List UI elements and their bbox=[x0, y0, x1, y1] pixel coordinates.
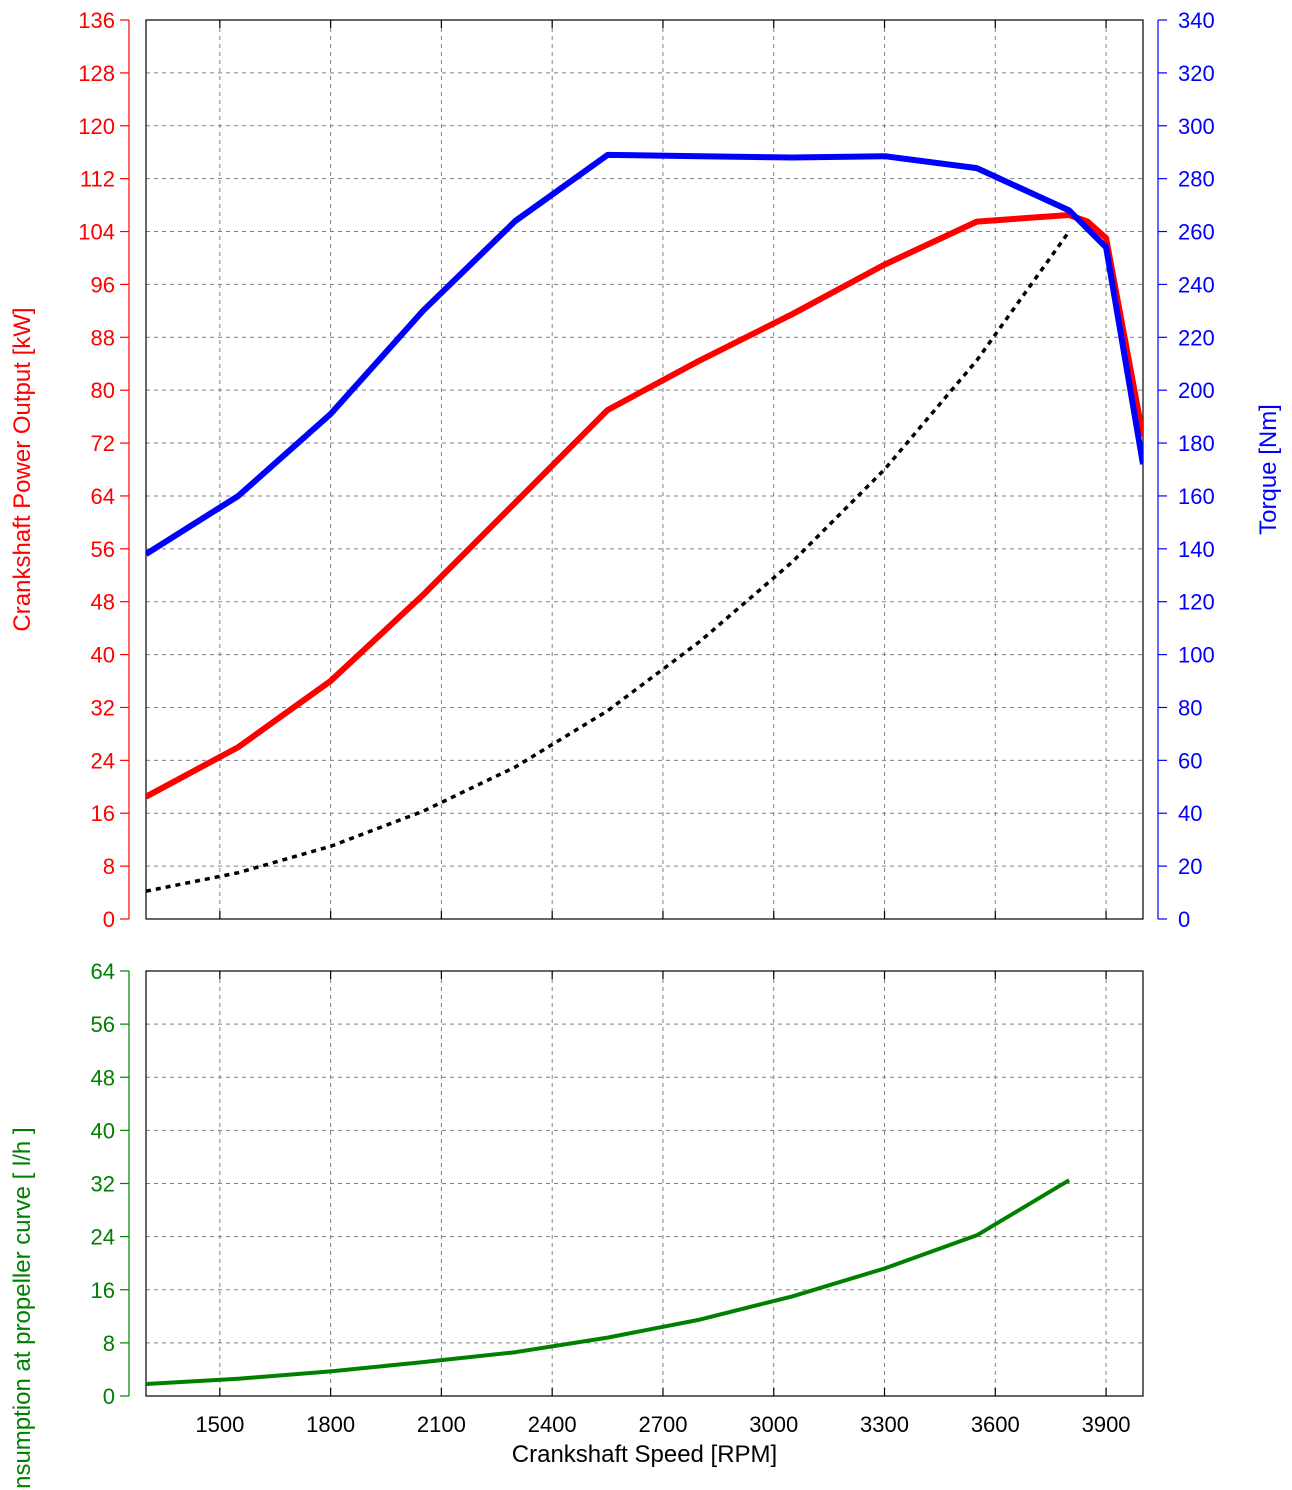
left-axis-tick-label: 104 bbox=[78, 220, 115, 245]
right-axis-tick-label: 340 bbox=[1178, 8, 1215, 33]
left-axis: 0 8 16 24 32 40 48 56 64 fuel consumption at prop… bbox=[9, 959, 130, 1490]
left-axis-tick-label: 112 bbox=[80, 167, 115, 192]
x-axis-tick-label: 3600 bbox=[971, 1412, 1020, 1437]
left-axis-tick-label: 128 bbox=[78, 61, 115, 86]
x-axis-tick-label: 3300 bbox=[860, 1412, 909, 1437]
right-axis-tick-label: 80 bbox=[1178, 695, 1202, 720]
left-axis-tick-label: 8 bbox=[103, 854, 115, 879]
left-axis-tick-label: 24 bbox=[91, 1225, 115, 1250]
left-axis-tick-label: 32 bbox=[91, 695, 115, 720]
left-axis-tick-label: 136 bbox=[78, 8, 115, 33]
left-axis-tick-label: 88 bbox=[91, 325, 115, 350]
x-axis-tick-label: 2700 bbox=[638, 1412, 687, 1437]
right-axis-tick-label: 0 bbox=[1178, 907, 1190, 932]
right-axis-tick-label: 160 bbox=[1178, 484, 1215, 509]
right-axis-tick-label: 220 bbox=[1178, 325, 1215, 350]
x-axis-tick-label: 2100 bbox=[417, 1412, 466, 1437]
propeller-curve-series-line bbox=[146, 230, 1071, 893]
right-axis-tick-label: 100 bbox=[1178, 643, 1215, 668]
left-axis-tick-label: 64 bbox=[91, 959, 115, 984]
left-axis-tick-label: 0 bbox=[103, 1384, 115, 1409]
left-axis-tick-label: 40 bbox=[91, 643, 115, 668]
left-axis-tick-label: 64 bbox=[91, 484, 115, 509]
right-axis-tick-label: 260 bbox=[1178, 220, 1215, 245]
right-axis-tick-label: 300 bbox=[1178, 114, 1215, 139]
left-axis-tick-label: 96 bbox=[91, 272, 115, 297]
right-axis-tick-label: 180 bbox=[1178, 431, 1215, 456]
x-axis-label: Crankshaft Speed [RPM] bbox=[512, 1441, 777, 1468]
top-panel: 0 8 16 24 32 40 48 56 64 72 80 88 96 104 112 120 128 136 C… bbox=[9, 8, 1282, 932]
power-series-line bbox=[146, 212, 1143, 800]
left-axis-tick-label: 80 bbox=[91, 378, 115, 403]
right-axis-tick-label: 20 bbox=[1178, 854, 1202, 879]
x-axis-tick-label: 3000 bbox=[749, 1412, 798, 1437]
x-axis-tick-label: 1500 bbox=[195, 1412, 244, 1437]
right-axis-tick-label: 280 bbox=[1178, 167, 1215, 192]
left-axis-label: Crankshaft Power Output [kW] bbox=[9, 307, 36, 631]
left-axis-tick-label: 48 bbox=[91, 590, 115, 615]
plot-frame bbox=[145, 19, 1144, 920]
right-axis-tick-label: 120 bbox=[1178, 590, 1215, 615]
left-axis-tick-label: 120 bbox=[78, 114, 115, 139]
torque-series-line bbox=[146, 151, 1143, 557]
right-axis-tick-label: 60 bbox=[1178, 748, 1202, 773]
series-group bbox=[146, 1178, 1071, 1386]
x-axis-tick-label: 2400 bbox=[528, 1412, 577, 1437]
right-axis-tick-label: 200 bbox=[1178, 378, 1215, 403]
right-axis-label: Torque [Nm] bbox=[1255, 404, 1282, 535]
left-axis-tick-label: 72 bbox=[91, 431, 115, 456]
left-axis-label: fuel consumption at propeller curve [ l/… bbox=[9, 1127, 36, 1490]
left-axis-tick-label: 32 bbox=[91, 1172, 115, 1197]
x-axis-tick-label: 1800 bbox=[306, 1412, 355, 1437]
x-axis: 1500 1800 2100 2400 2700 3000 3300 3600 3900 Cran… bbox=[195, 971, 1131, 1468]
left-axis-tick-label: 8 bbox=[103, 1331, 115, 1356]
fuel-consumption-series-line bbox=[146, 1178, 1071, 1386]
bottom-panel: 0 8 16 24 32 40 48 56 64 fuel consumption at prop… bbox=[9, 959, 1144, 1490]
left-axis-tick-label: 56 bbox=[91, 537, 115, 562]
series-group bbox=[146, 151, 1143, 893]
right-axis: 0 20 40 60 80 100 120 140 160 180 200 220 240 260 280 3… bbox=[1157, 8, 1282, 932]
right-axis-tick-label: 320 bbox=[1178, 61, 1215, 86]
x-axis bbox=[219, 20, 1107, 919]
left-axis-tick-label: 40 bbox=[91, 1118, 115, 1143]
right-axis-tick-label: 40 bbox=[1178, 801, 1202, 826]
grid bbox=[146, 971, 1143, 1396]
left-axis-tick-label: 24 bbox=[91, 748, 115, 773]
right-axis-tick-label: 240 bbox=[1178, 272, 1215, 297]
plot-frame bbox=[145, 970, 1144, 1397]
left-axis-tick-label: 16 bbox=[91, 1278, 115, 1303]
left-axis: 0 8 16 24 32 40 48 56 64 72 80 88 96 104 112 120 128 136 C… bbox=[9, 8, 130, 932]
right-axis-tick-label: 140 bbox=[1178, 537, 1215, 562]
x-axis-tick-label: 3900 bbox=[1082, 1412, 1131, 1437]
left-axis-tick-label: 0 bbox=[103, 907, 115, 932]
left-axis-tick-label: 48 bbox=[91, 1065, 115, 1090]
left-axis-tick-label: 16 bbox=[91, 801, 115, 826]
left-axis-tick-label: 56 bbox=[91, 1012, 115, 1037]
